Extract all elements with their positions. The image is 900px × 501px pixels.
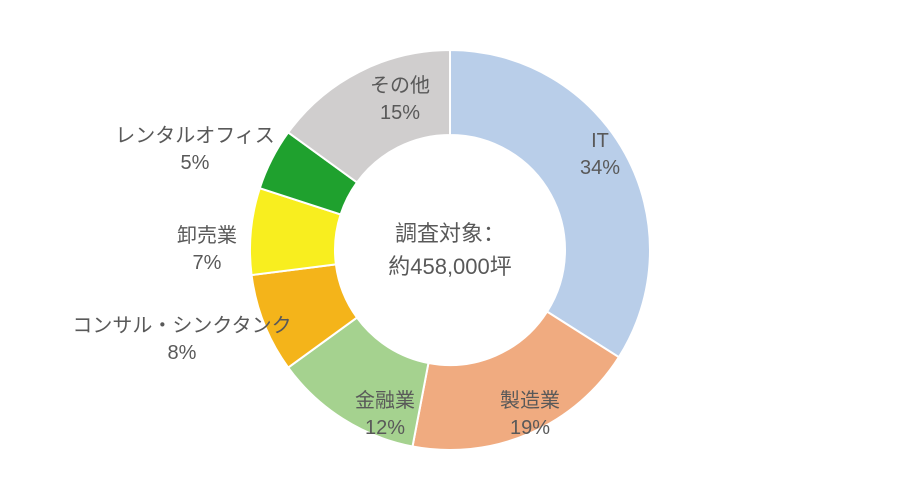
slice-label-0: IT 34% <box>580 128 620 182</box>
slice-label-name: 製造業 <box>500 390 560 412</box>
slice-0 <box>450 50 650 357</box>
slice-label-name: 卸売業 <box>177 225 237 247</box>
slice-label-6: その他 15% <box>370 73 430 127</box>
slice-label-name: レンタルオフィス <box>115 125 275 147</box>
center-line2: 約458,000坪 <box>388 254 512 279</box>
slice-label-pct: 8% <box>168 342 197 364</box>
slice-label-3: コンサル・シンクタンク 8% <box>72 313 291 367</box>
center-line1: 調査対象： <box>395 221 505 246</box>
slice-label-name: その他 <box>370 75 430 97</box>
slice-label-pct: 7% <box>193 252 222 274</box>
slice-label-name: IT <box>591 130 609 152</box>
slice-label-pct: 34% <box>580 157 620 179</box>
chart-center-text: 調査対象： 約458,000坪 <box>388 217 512 283</box>
slice-label-4: 卸売業 7% <box>177 223 237 277</box>
slice-label-name: コンサル・シンクタンク <box>72 315 291 337</box>
slice-label-pct: 15% <box>380 102 420 124</box>
slice-label-pct: 5% <box>181 152 210 174</box>
slice-label-2: 金融業 12% <box>355 388 415 442</box>
slice-label-5: レンタルオフィス 5% <box>115 123 275 177</box>
slice-label-pct: 12% <box>365 417 405 439</box>
slice-label-name: 金融業 <box>355 390 415 412</box>
slice-label-pct: 19% <box>510 417 550 439</box>
donut-chart: 調査対象： 約458,000坪 IT 34% 製造業 19% 金融業 12% コンサル・シン… <box>0 0 900 501</box>
slice-label-1: 製造業 19% <box>500 388 560 442</box>
